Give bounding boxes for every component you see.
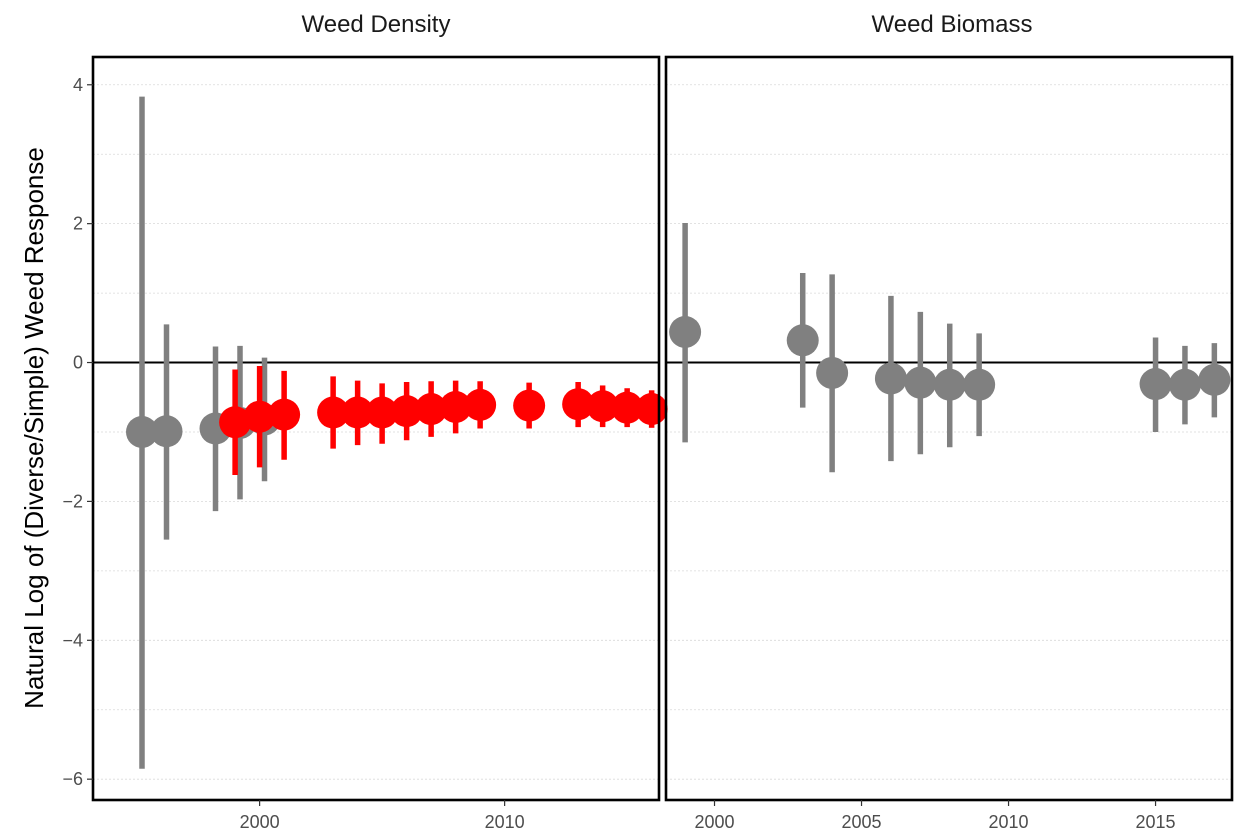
point-estimate (219, 406, 252, 439)
axes: 2000 2010 2000 2005 2010 2015 4 2 0 −2 −4 −6 (62, 75, 1175, 832)
data-point-group (317, 376, 350, 449)
point-estimate (786, 324, 819, 357)
panel-title-biomass: Weed Biomass (872, 11, 1033, 38)
point-estimate (341, 396, 374, 429)
panel-title-density: Weed Density (302, 11, 451, 38)
y-axis-title: Natural Log of (Diverse/Simple) Weed Res… (19, 147, 49, 709)
point-estimate (904, 366, 937, 399)
y-tick-label: 0 (73, 353, 83, 373)
data-point-group (150, 324, 183, 540)
point-estimate (1139, 368, 1172, 401)
point-estimate (390, 395, 423, 428)
data-point-group (513, 382, 546, 429)
panel-border (664, 55, 1234, 802)
data-point-group (439, 380, 472, 434)
y-tick-label: −6 (62, 769, 83, 789)
point-estimate (611, 391, 644, 424)
point-estimate (126, 415, 159, 448)
panel-frames (91, 55, 1234, 802)
point-estimate (1168, 368, 1201, 401)
y-tick-label: −4 (62, 630, 83, 650)
y-tick-label: 2 (73, 214, 83, 234)
x-tick-label: 2000 (240, 812, 280, 832)
point-estimate (816, 356, 849, 389)
point-estimate (150, 415, 183, 448)
panel-border (91, 55, 661, 802)
point-estimate (933, 368, 966, 401)
x-tick-label: 2005 (842, 812, 882, 832)
data-point-group (611, 388, 644, 428)
data-point-group (1168, 345, 1201, 425)
data-marks (126, 96, 1231, 769)
data-point-group (390, 381, 423, 441)
data-point-group (786, 272, 819, 408)
x-tick-label: 2010 (989, 812, 1029, 832)
y-tick-label: 4 (73, 75, 83, 95)
x-tick-label: 2010 (485, 812, 525, 832)
point-estimate (415, 393, 448, 426)
data-point-group (366, 383, 399, 444)
data-point-group (415, 381, 448, 437)
point-estimate (513, 389, 546, 422)
point-estimate (586, 390, 619, 423)
data-point-group (669, 222, 702, 443)
data-point-group (816, 274, 849, 473)
data-point-group (904, 311, 937, 455)
data-point-group (874, 295, 907, 462)
y-tick-label: −2 (62, 491, 83, 511)
point-estimate (366, 396, 399, 429)
data-point-group (243, 366, 276, 468)
point-estimate (669, 315, 702, 348)
x-tick-label: 2015 (1136, 812, 1176, 832)
point-estimate (963, 368, 996, 401)
point-estimate (1198, 363, 1231, 396)
data-point-group (586, 385, 619, 428)
point-estimate (635, 393, 668, 426)
data-point-group (219, 369, 252, 476)
data-point-group (963, 333, 996, 437)
point-estimate (464, 388, 497, 421)
data-point-group (1139, 337, 1172, 432)
point-estimate (268, 398, 301, 431)
data-point-group (933, 323, 966, 448)
data-point-group (635, 390, 668, 428)
data-point-group (126, 96, 159, 769)
point-estimate (243, 400, 276, 433)
point-estimate (317, 396, 350, 429)
point-estimate (439, 390, 472, 423)
data-point-group (1198, 343, 1231, 418)
point-estimate (874, 362, 907, 395)
x-tick-label: 2000 (694, 812, 734, 832)
point-estimate (562, 388, 595, 421)
data-point-group (562, 381, 595, 428)
data-point-group (341, 380, 374, 446)
data-point-group (464, 381, 497, 429)
data-point-group (268, 370, 301, 460)
